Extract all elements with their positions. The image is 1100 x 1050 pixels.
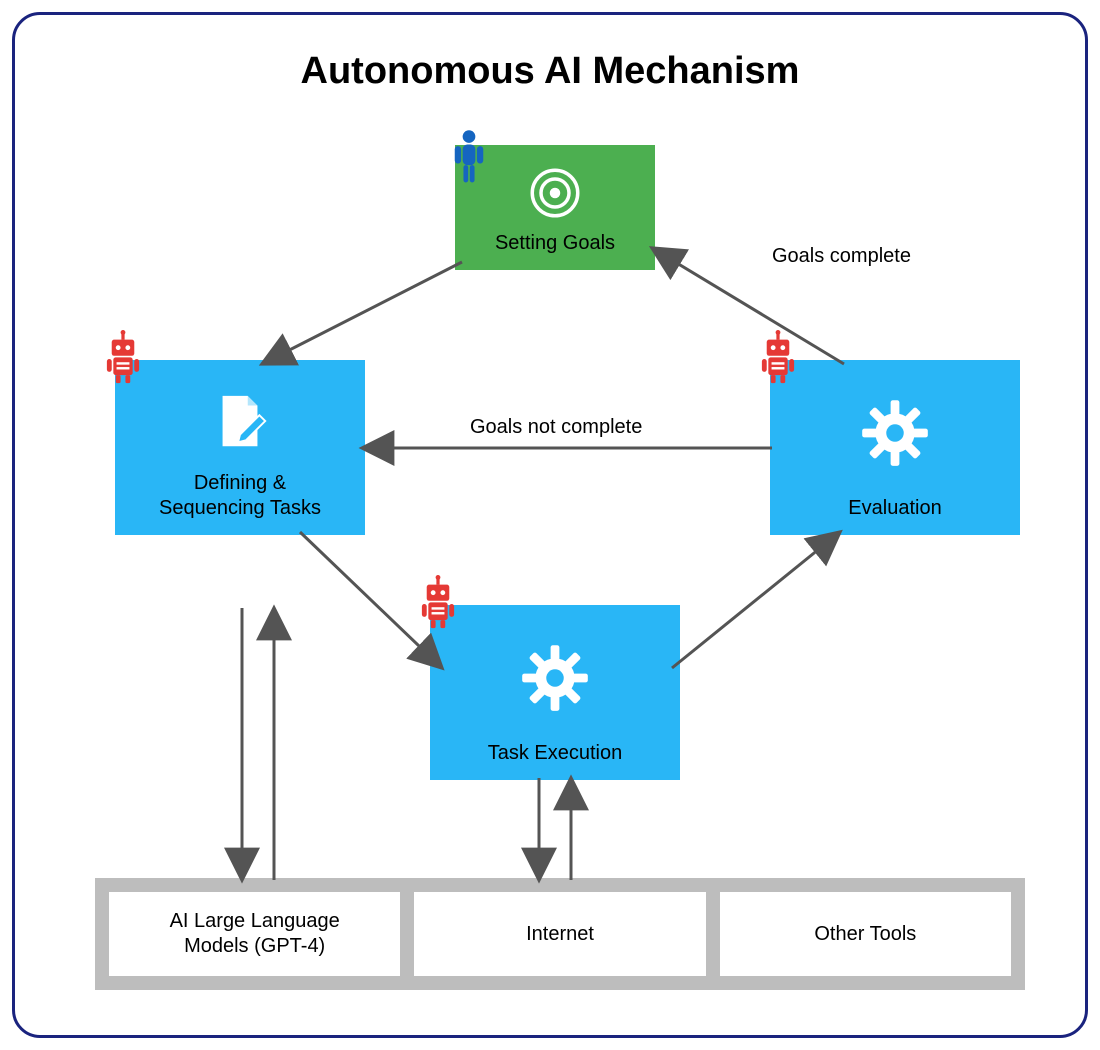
diagram-canvas: Autonomous AI Mechanism Setting Goals De… xyxy=(0,0,1100,1050)
gear-icon xyxy=(782,370,1008,496)
edge-label: Goals not complete xyxy=(470,416,642,439)
robot-icon xyxy=(415,575,461,633)
node-label: Task Execution xyxy=(488,741,623,766)
edge-label: Goals complete xyxy=(772,245,911,268)
node-evaluation: Evaluation xyxy=(770,360,1020,535)
robot-icon xyxy=(100,330,146,388)
document-pencil-icon xyxy=(127,370,353,471)
node-label: Setting Goals xyxy=(495,231,615,256)
node-label: Defining & Sequencing Tasks xyxy=(159,471,321,521)
target-icon xyxy=(467,155,643,231)
gear-icon xyxy=(442,615,668,741)
diagram-title: Autonomous AI Mechanism xyxy=(0,50,1100,93)
tool-box: Other Tools xyxy=(720,892,1011,976)
robot-icon xyxy=(755,330,801,388)
tool-box: AI Large Language Models (GPT-4) xyxy=(109,892,400,976)
node-label: Evaluation xyxy=(848,496,941,521)
person-icon xyxy=(450,118,488,190)
node-defining-tasks: Defining & Sequencing Tasks xyxy=(115,360,365,535)
node-task-execution: Task Execution xyxy=(430,605,680,780)
tool-box: Internet xyxy=(414,892,705,976)
